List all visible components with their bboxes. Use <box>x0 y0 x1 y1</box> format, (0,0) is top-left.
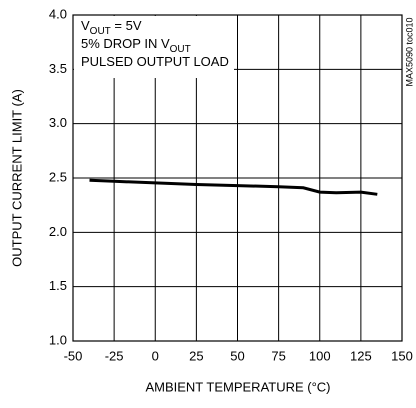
side-note: MAX5090 toc010 <box>404 17 414 86</box>
x-tick-label: 25 <box>189 348 203 363</box>
annotation-part: OUT <box>170 44 191 55</box>
annotation: VOUT = 5V <box>81 18 142 36</box>
y-tick-label: 3.0 <box>49 115 67 130</box>
annotation-part: = 5V <box>111 18 142 33</box>
x-tick-label: 125 <box>350 348 372 363</box>
plot-frame <box>72 14 403 342</box>
x-tick-label: 100 <box>309 348 331 363</box>
x-tick-label: 150 <box>391 348 413 363</box>
x-axis-label: AMBIENT TEMPERATURE (°C) <box>145 379 330 394</box>
y-tick-label: 1.5 <box>49 278 67 293</box>
y-tick-label: 2.0 <box>49 224 67 239</box>
y-tick-label: 2.5 <box>49 169 67 184</box>
annotation: PULSED OUTPUT LOAD <box>81 54 229 69</box>
annotation-part: 5% DROP IN V <box>81 36 170 51</box>
y-axis-label: OUTPUT CURRENT LIMIT (A) <box>9 89 24 267</box>
y-tick-label: 3.5 <box>49 61 67 76</box>
y-tick-label: 4.0 <box>49 6 67 21</box>
y-tick-label: 1.0 <box>49 332 67 347</box>
x-tick-label: -50 <box>64 348 83 363</box>
x-tick-label: -25 <box>105 348 124 363</box>
data-line <box>89 178 378 196</box>
annotation-part: PULSED OUTPUT LOAD <box>81 54 229 69</box>
x-tick-label: 0 <box>152 348 159 363</box>
annotation: 5% DROP IN VOUT <box>81 36 191 54</box>
x-tick-label: 50 <box>230 348 244 363</box>
annotation-part: OUT <box>90 26 111 37</box>
annotation-box <box>74 16 234 78</box>
annotation-part: V <box>81 18 90 33</box>
x-tick-label: 75 <box>271 348 285 363</box>
